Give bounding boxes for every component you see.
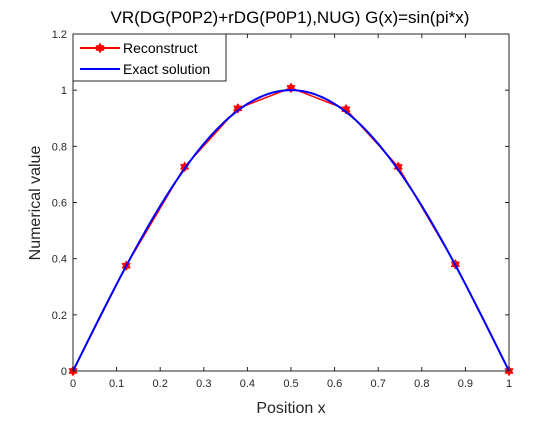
y-tick-label: 0.4: [52, 254, 67, 266]
y-axis-label: Numerical value: [27, 146, 44, 261]
y-tick-label: 0.8: [52, 141, 67, 153]
y-tick-label: 1: [61, 85, 67, 97]
x-axis-label: Position x: [256, 400, 325, 417]
legend-exact-label: Exact solution: [123, 61, 210, 77]
y-tick-label: 0.6: [52, 198, 67, 210]
x-tick-label: 0.2: [153, 378, 168, 390]
x-tick-label: 0.9: [458, 378, 473, 390]
x-tick-label: 0.1: [109, 378, 124, 390]
y-tick-label: 0.2: [52, 310, 67, 322]
legend-reconstruct-point: [95, 43, 105, 53]
x-tick-label: 1: [506, 378, 512, 390]
exact-solution-series: [72, 89, 510, 372]
y-tick-label: 1.2: [52, 29, 67, 41]
legend-box: [72, 33, 227, 82]
x-tick-label: 0.8: [414, 378, 429, 390]
x-tick-label: 0.5: [283, 378, 298, 390]
legend-reconstruct-label: Reconstruct: [123, 40, 198, 56]
exact-solution-line: [72, 89, 510, 372]
legend-reconstruct-marker: [95, 43, 105, 53]
y-tick-label: 0: [61, 366, 67, 378]
y-axis-ticks: 0 0.2 0.4 0.6 0.8 1 1.2: [52, 29, 509, 378]
x-tick-label: 0.6: [327, 378, 342, 390]
legend: Reconstruct Exact solution: [72, 33, 227, 82]
x-axis-ticks: 0 0.1 0.2 0.3 0.4 0.5 0.6 0.7 0.8 0.9 1: [70, 34, 512, 390]
x-tick-label: 0.7: [371, 378, 386, 390]
x-tick-label: 0: [70, 378, 76, 390]
x-tick-label: 0.3: [196, 378, 211, 390]
x-tick-label: 0.4: [240, 378, 255, 390]
chart-title: VR(DG(P0P2)+rDG(P0P1),NUG) G(x)=sin(pi*x…: [111, 8, 470, 27]
